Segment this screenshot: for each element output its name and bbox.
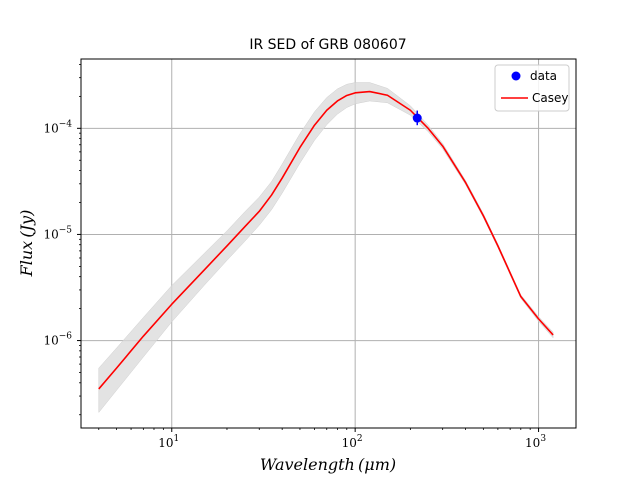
- legend: data Casey: [494, 64, 570, 112]
- y-tick-label: 10−4: [43, 119, 72, 135]
- chart-title: IR SED of GRB 080607: [249, 37, 406, 53]
- legend-label-casey: Casey: [532, 91, 568, 105]
- x-tick-label: 102: [342, 434, 363, 450]
- tick-labels: 101 102 103 10−6 10−5 10−4: [43, 119, 546, 450]
- y-tick-label: 10−6: [43, 332, 72, 348]
- legend-marker-data: [511, 71, 521, 81]
- uncertainty-band: [98, 82, 554, 414]
- x-axis-label: Wavelength (μm): [260, 455, 396, 474]
- x-tick-label: 103: [525, 434, 546, 450]
- plot-frame: [80, 58, 577, 429]
- casey-model-line: [98, 90, 554, 390]
- y-tick-label: 10−5: [43, 225, 72, 241]
- x-tick-label: 101: [158, 434, 179, 450]
- casey-uncertainty-band: [98, 82, 554, 414]
- data-point: [412, 113, 422, 123]
- ticks: [77, 64, 540, 432]
- y-axis-label: Flux (Jy): [17, 210, 36, 278]
- data-points: [412, 110, 422, 126]
- model-lines: [98, 90, 554, 390]
- legend-label-data: data: [530, 69, 557, 83]
- grid: [81, 59, 576, 428]
